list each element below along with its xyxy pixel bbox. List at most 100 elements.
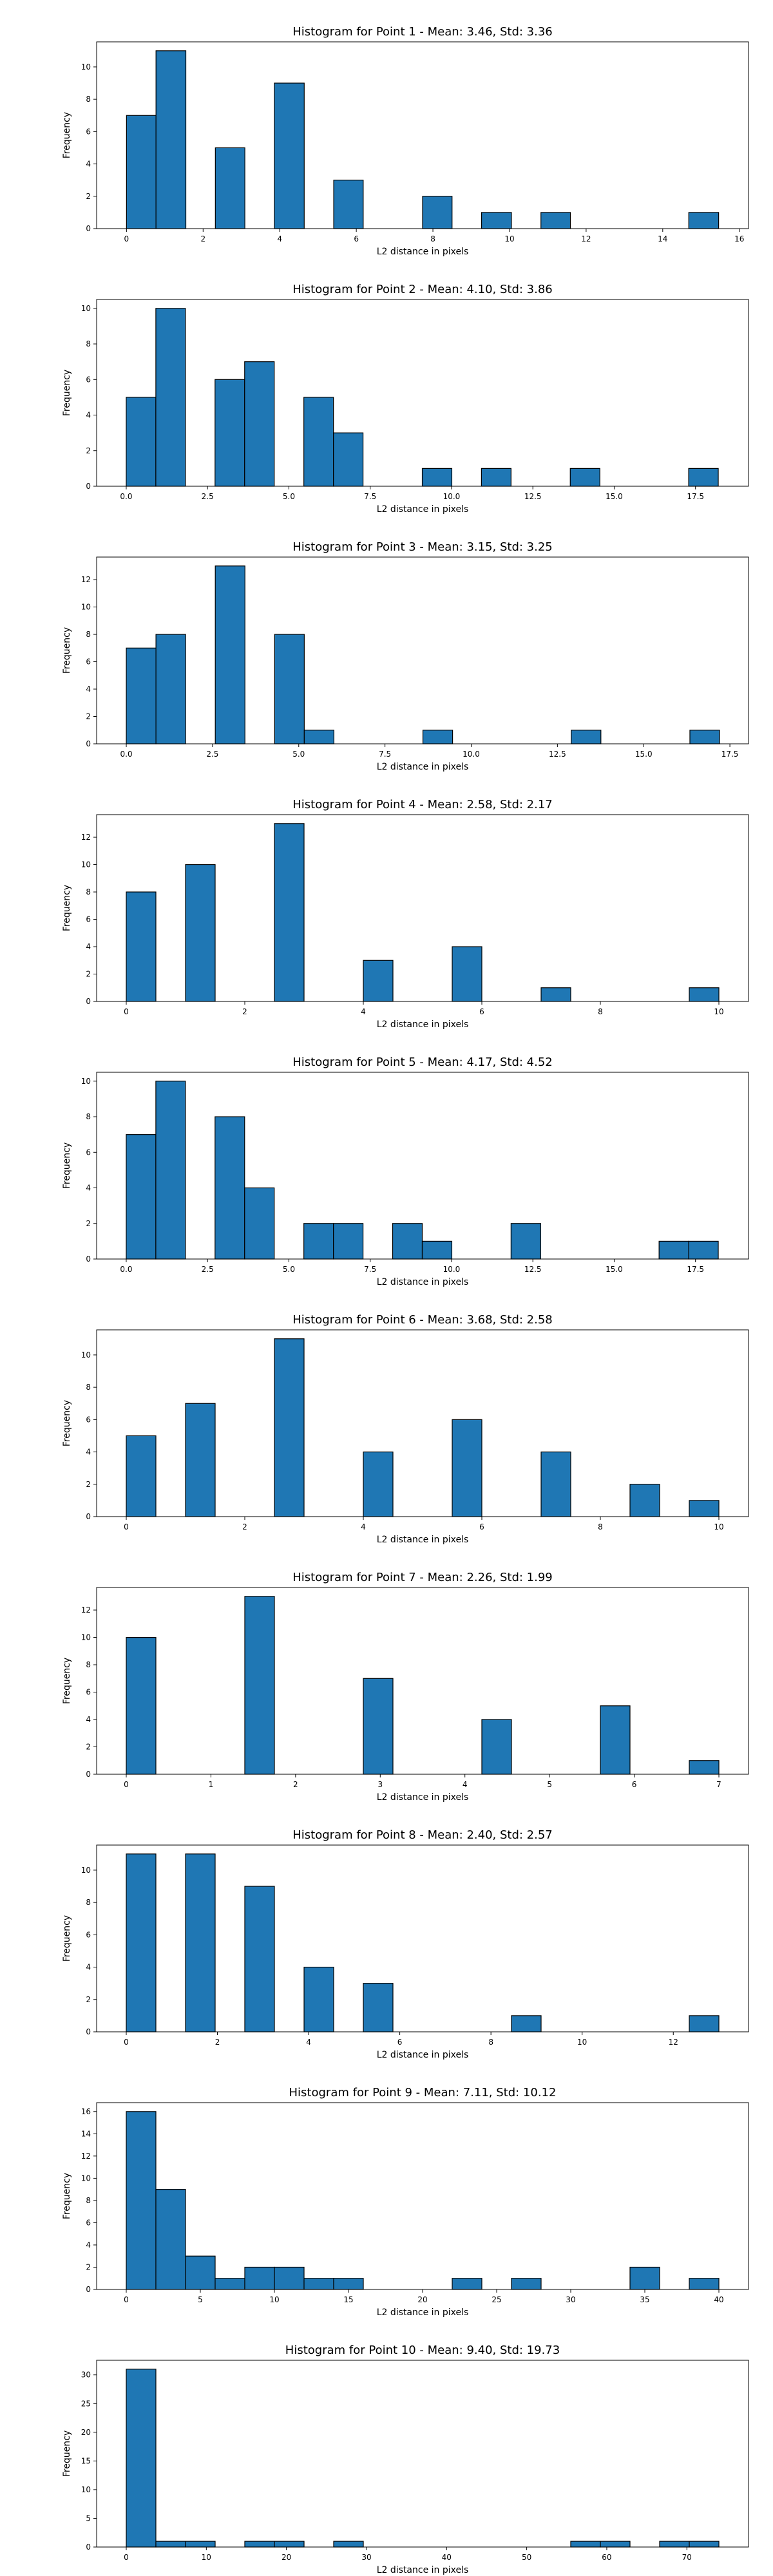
- chart-title: Histogram for Point 2 - Mean: 4.10, Std:…: [292, 283, 553, 296]
- histogram-bar: [155, 634, 186, 744]
- chart-title: Histogram for Point 8 - Mean: 2.40, Std:…: [292, 1828, 553, 1842]
- y-tick-label: 10: [81, 1350, 91, 1359]
- histogram-bar: [244, 1886, 275, 2032]
- y-tick-label: 6: [86, 1688, 91, 1697]
- x-tick-label: 2.5: [202, 492, 214, 501]
- x-tick-label: 0.0: [120, 492, 132, 501]
- y-tick-label: 4: [86, 942, 91, 951]
- histogram-bar: [689, 987, 720, 1002]
- y-tick-label: 10: [81, 603, 91, 612]
- chart-title: Histogram for Point 10 - Mean: 9.40, Std…: [285, 2344, 560, 2357]
- y-tick-label: 6: [86, 1148, 91, 1157]
- y-tick-label: 0: [86, 224, 91, 233]
- histogram-bar: [333, 2278, 364, 2290]
- histogram-bar: [244, 1596, 275, 1775]
- y-axis-label: Frequency: [62, 2173, 72, 2219]
- histogram-bar: [452, 2278, 482, 2290]
- histogram-bar: [155, 308, 186, 487]
- histogram-bar: [303, 2278, 334, 2290]
- histogram-bar: [126, 2111, 157, 2290]
- y-axis-label: Frequency: [62, 370, 72, 416]
- histogram-bar: [244, 361, 275, 487]
- x-axis-label: L2 distance in pixels: [377, 2307, 469, 2318]
- y-tick-label: 2: [86, 1995, 91, 2004]
- histogram-bar: [363, 1451, 394, 1517]
- x-tick-label: 12: [581, 234, 591, 243]
- y-tick-label: 10: [81, 1077, 91, 1086]
- histogram-bar: [333, 1223, 364, 1260]
- histogram-bar: [126, 2369, 157, 2548]
- histogram-bar: [185, 1403, 216, 1517]
- histogram-bar: [510, 1223, 541, 1260]
- histogram-bar: [215, 147, 245, 229]
- y-tick-label: 8: [86, 1112, 91, 1121]
- x-tick-label: 10: [714, 1007, 723, 1016]
- y-tick-label: 0: [86, 482, 91, 491]
- x-tick-label: 6: [632, 1780, 637, 1789]
- x-tick-label: 12: [669, 2038, 678, 2047]
- histogram-bar: [689, 2015, 720, 2032]
- histogram-bar: [333, 2541, 364, 2548]
- x-tick-label: 17.5: [721, 750, 739, 759]
- histogram-bar: [689, 1500, 720, 1517]
- x-tick-label: 0.0: [120, 750, 133, 759]
- y-tick-label: 12: [81, 2152, 91, 2161]
- histogram-bar: [303, 1966, 334, 2032]
- y-tick-label: 2: [86, 970, 91, 979]
- x-tick-label: 12.5: [549, 750, 566, 759]
- histogram-bar: [274, 1338, 305, 1517]
- y-axis-label: Frequency: [62, 1400, 72, 1446]
- histogram-bar: [540, 987, 571, 1002]
- x-axis-label: L2 distance in pixels: [377, 2050, 469, 2060]
- x-tick-label: 6: [354, 234, 359, 243]
- x-tick-label: 10.0: [443, 1265, 461, 1274]
- histogram-bar: [274, 2266, 305, 2290]
- y-tick-label: 4: [86, 685, 91, 694]
- y-tick-label: 0: [86, 1512, 91, 1521]
- histogram-bar: [540, 212, 571, 229]
- x-tick-label: 40: [442, 2553, 452, 2562]
- x-tick-label: 2: [200, 234, 205, 243]
- x-tick-label: 4: [277, 234, 282, 243]
- x-tick-label: 2.5: [206, 750, 218, 759]
- histogram-bar: [185, 2541, 216, 2548]
- histogram-bar: [274, 82, 305, 229]
- x-tick-label: 8: [430, 234, 435, 243]
- y-tick-label: 4: [86, 2240, 91, 2249]
- histogram-bar: [274, 823, 305, 1002]
- histogram-bar: [126, 397, 157, 487]
- y-tick-label: 30: [81, 2371, 91, 2380]
- y-tick-label: 12: [81, 575, 91, 584]
- x-tick-label: 15: [343, 2295, 353, 2304]
- x-axis-label: L2 distance in pixels: [377, 504, 469, 515]
- y-tick-label: 12: [81, 833, 91, 842]
- x-tick-label: 0: [124, 1007, 129, 1016]
- x-tick-label: 30: [361, 2553, 371, 2562]
- histogram-bar: [629, 2266, 660, 2290]
- chart-panel: Histogram for Point 1 - Mean: 3.46, Std:…: [62, 25, 749, 257]
- y-tick-label: 8: [86, 2196, 91, 2205]
- x-tick-label: 0: [124, 2553, 129, 2562]
- histogram-bar: [185, 864, 216, 1002]
- x-tick-label: 4: [361, 1522, 366, 1531]
- x-tick-label: 2: [293, 1780, 298, 1789]
- x-tick-label: 7: [716, 1780, 721, 1789]
- x-axis-label: L2 distance in pixels: [377, 1535, 469, 1545]
- x-tick-label: 1: [209, 1780, 214, 1789]
- y-tick-label: 6: [86, 915, 91, 924]
- y-tick-label: 14: [81, 2129, 91, 2138]
- x-tick-label: 7.5: [364, 1265, 376, 1274]
- y-tick-label: 4: [86, 160, 91, 169]
- histogram-bar: [689, 730, 720, 744]
- histogram-bar: [126, 1435, 157, 1517]
- x-tick-label: 6: [479, 1007, 484, 1016]
- y-tick-label: 4: [86, 1448, 91, 1457]
- x-tick-label: 16: [734, 234, 744, 243]
- x-tick-label: 10.0: [443, 492, 461, 501]
- x-tick-label: 30: [566, 2295, 575, 2304]
- x-tick-label: 10: [202, 2553, 211, 2562]
- x-tick-label: 10: [714, 1522, 723, 1531]
- x-tick-label: 8: [598, 1007, 603, 1016]
- x-tick-label: 15.0: [606, 492, 623, 501]
- histogram-bar: [185, 1853, 216, 2032]
